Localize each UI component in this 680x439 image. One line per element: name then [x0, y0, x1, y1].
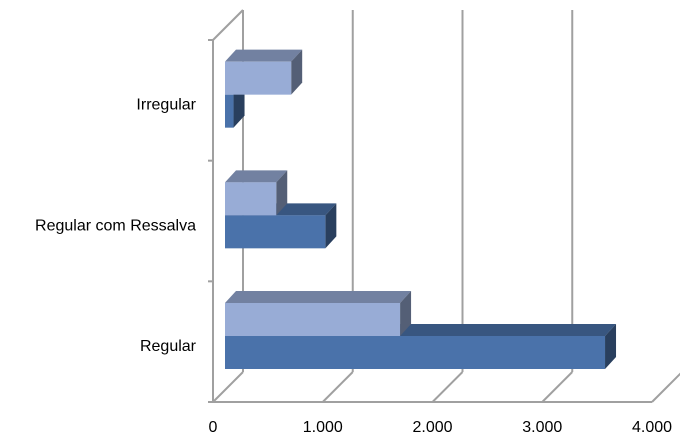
category-label-2: Irregular [136, 97, 196, 114]
bar-front [225, 336, 606, 369]
bar-front [225, 94, 234, 128]
category-label-0: Regular [140, 338, 197, 355]
tick-label-0: 0 [209, 419, 218, 436]
floor-gridline-2 [431, 371, 464, 403]
floor-gridline-4 [651, 372, 680, 403]
tick-label-1: 1.000 [303, 419, 343, 436]
floor-gridline-3 [541, 371, 573, 403]
bar-end [276, 170, 288, 216]
bar-front [225, 303, 401, 336]
bar-2-1 [225, 49, 303, 95]
bar-end [605, 324, 617, 369]
bar-0-1 [225, 291, 412, 336]
floor-gridline-1 [322, 371, 354, 403]
bar-front [225, 215, 326, 249]
bar-end [325, 203, 337, 249]
tick-label-4: 4.000 [632, 419, 672, 436]
bar-top [225, 49, 303, 62]
category-label-1: Regular com Ressalva [35, 217, 196, 234]
bar-front [225, 182, 277, 216]
bar-top [225, 170, 288, 183]
wall-top-edge [212, 9, 244, 41]
floor-gridline-0 [212, 371, 244, 403]
tick-label-2: 2.000 [412, 419, 452, 436]
bar-1-1 [225, 170, 288, 216]
bar-top [225, 291, 412, 303]
category-labels: Regular Regular com Ressalva Irregular [35, 97, 197, 355]
tick-label-3: 3.000 [522, 419, 562, 436]
bars [225, 49, 617, 369]
tick-labels: 0 1.000 2.000 3.000 4.000 [209, 419, 673, 436]
bar-end [400, 291, 412, 336]
bar-front [225, 61, 292, 95]
bar-end [291, 49, 303, 95]
